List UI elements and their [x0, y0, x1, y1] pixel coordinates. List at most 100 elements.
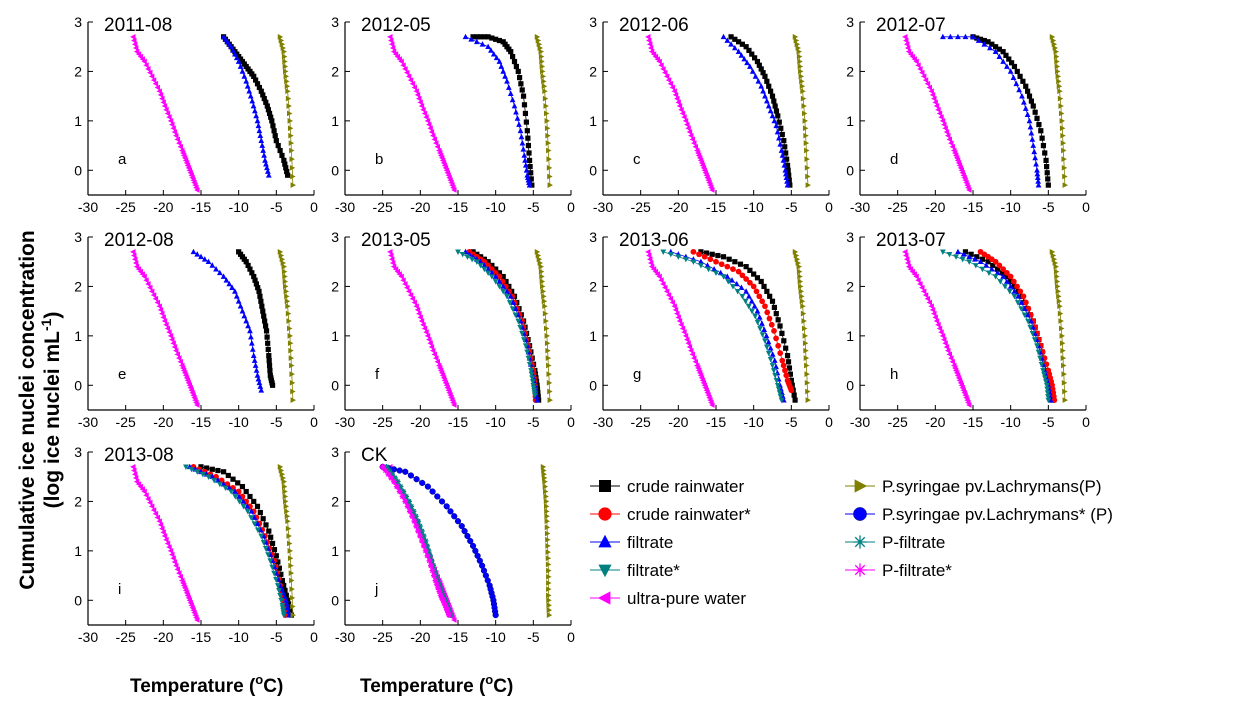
data-point [773, 108, 780, 114]
data-point [431, 136, 437, 143]
data-point [485, 266, 491, 272]
y-tick-label: 1 [74, 113, 82, 129]
data-point [508, 49, 514, 55]
x-axis-label-unit: C) [263, 676, 283, 697]
x-axis-label-text: Temperature ( [130, 676, 256, 697]
data-point [498, 63, 505, 69]
data-point [510, 299, 517, 305]
data-point [525, 355, 532, 362]
data-point [507, 293, 514, 299]
data-point [411, 84, 418, 91]
legend-item-filtrate: filtrate* [590, 561, 680, 580]
data-point [243, 78, 250, 84]
data-point [281, 483, 288, 490]
legend-label: P.syringae pv.Lachrymans(P) [882, 477, 1102, 496]
x-tick-label: -20 [410, 629, 430, 645]
data-point [675, 314, 681, 321]
data-point [761, 326, 768, 333]
data-point [1044, 170, 1050, 176]
data-point [131, 467, 137, 474]
y-tick-label: 1 [74, 328, 82, 344]
data-point [545, 561, 552, 568]
data-point [523, 167, 530, 173]
data-point [688, 347, 694, 354]
data-point [285, 518, 291, 525]
x-tick-label: -15 [706, 414, 726, 430]
legend-label: filtrate* [627, 561, 680, 580]
data-point [284, 83, 291, 90]
data-point [745, 303, 752, 310]
data-point [258, 137, 265, 143]
data-point [917, 66, 923, 72]
data-point [932, 99, 938, 106]
data-point [1035, 178, 1042, 184]
data-point [415, 528, 421, 534]
data-point [290, 612, 297, 618]
data-point [663, 288, 670, 295]
data-point [797, 278, 804, 285]
data-point [464, 532, 471, 540]
data-point [286, 103, 292, 109]
data-point [247, 93, 254, 99]
data-point [796, 263, 802, 270]
data-point [391, 478, 397, 485]
data-point [254, 117, 261, 124]
data-point [780, 157, 787, 163]
data-point [756, 314, 763, 320]
data-point [762, 73, 768, 79]
data-point [754, 275, 761, 281]
data-point [647, 260, 654, 266]
data-point [704, 262, 711, 268]
data-point [143, 492, 149, 499]
data-point [1032, 154, 1039, 161]
data-point [253, 367, 260, 373]
data-point [759, 298, 766, 305]
legend-label: ultra-pure water [627, 589, 746, 608]
data-point [936, 110, 943, 117]
data-point [698, 258, 704, 265]
x-tick-label: -10 [744, 414, 764, 430]
data-point [1045, 394, 1051, 400]
data-point [525, 177, 532, 183]
legend-item-filtrate: filtrate [590, 533, 673, 552]
data-point [251, 273, 257, 280]
data-point [1034, 174, 1041, 181]
data-point [955, 33, 961, 40]
data-point [145, 66, 151, 72]
data-point [1014, 300, 1021, 306]
data-point [547, 388, 553, 395]
data-point [251, 357, 258, 363]
data-point [290, 182, 297, 188]
data-point [765, 102, 772, 109]
data-point [387, 33, 393, 40]
x-tick-label: -5 [527, 199, 540, 215]
data-point [729, 277, 735, 283]
data-point [215, 477, 221, 483]
data-point [1018, 299, 1025, 305]
data-point [171, 559, 178, 565]
x-tick-label: -25 [373, 199, 393, 215]
data-point [1011, 293, 1018, 300]
data-point [679, 325, 686, 332]
y-axis-label-main: (log ice nuclei mL [41, 331, 64, 509]
data-point [473, 38, 480, 45]
data-point [254, 372, 261, 378]
data-point [667, 80, 674, 87]
y-tick-label: 2 [331, 278, 339, 294]
data-point [479, 41, 486, 47]
data-point [166, 544, 172, 551]
data-point [1034, 167, 1040, 173]
data-point [220, 273, 227, 279]
data-point [782, 144, 788, 150]
series-ultra-pure-water [645, 248, 715, 408]
data-point [409, 295, 416, 302]
data-point [773, 311, 779, 317]
data-point [547, 397, 554, 403]
data-point [522, 110, 529, 117]
data-point [663, 73, 670, 80]
data-point [188, 466, 195, 473]
data-point [286, 318, 292, 324]
data-point [751, 303, 758, 309]
data-point [285, 608, 292, 614]
data-point [672, 92, 679, 98]
